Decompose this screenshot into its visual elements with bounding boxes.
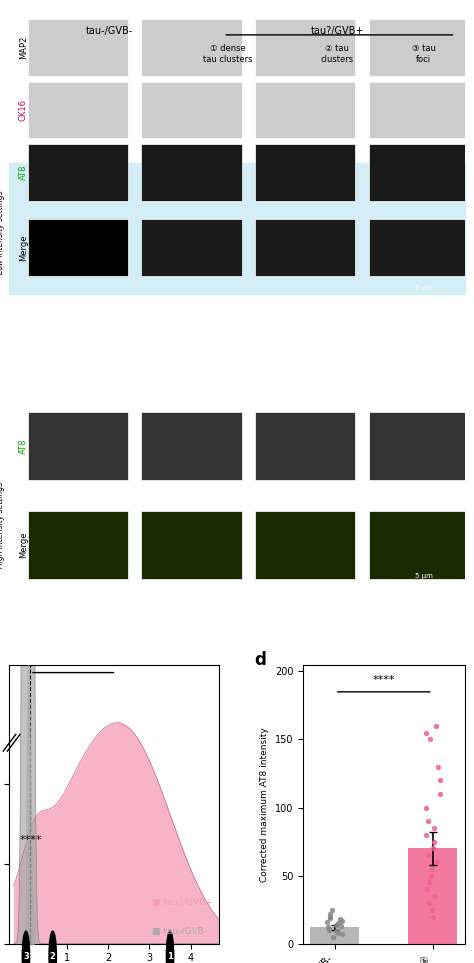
Bar (255, 510, 356, 579)
Point (430, 820, 438, 836)
Point (338, 926, 346, 942)
Text: Low intensity settings: Low intensity settings (0, 190, 5, 273)
Point (426, 874, 433, 890)
Bar (27, 19, 128, 75)
Point (328, 902, 336, 918)
Point (427, 868, 434, 883)
Text: AT8: AT8 (18, 439, 27, 455)
Text: 2: 2 (50, 951, 55, 961)
Y-axis label: Corrected maximum AT8 intensity: Corrected maximum AT8 intensity (260, 727, 269, 881)
Text: AT8: AT8 (18, 165, 27, 180)
Text: 1: 1 (167, 951, 173, 961)
Text: 5 μm: 5 μm (415, 573, 433, 579)
Point (432, 718, 439, 734)
Point (426, 896, 433, 911)
Point (327, 910, 334, 925)
Point (429, 909, 437, 924)
Bar (369, 510, 469, 579)
Bar (141, 144, 242, 200)
Bar (255, 220, 356, 275)
Point (423, 725, 430, 741)
Text: 5 μm: 5 μm (415, 285, 433, 291)
Point (324, 920, 332, 935)
Bar (141, 19, 242, 75)
Bar (369, 19, 469, 75)
Text: Merge: Merge (18, 532, 27, 558)
Circle shape (166, 931, 174, 963)
Point (424, 814, 431, 829)
Text: tau-/GVB-: tau-/GVB- (86, 25, 133, 36)
Bar (408, 848, 457, 944)
Circle shape (49, 931, 56, 963)
Point (338, 913, 346, 928)
Point (337, 919, 344, 934)
Point (326, 909, 334, 924)
Point (329, 929, 337, 945)
Bar (255, 412, 356, 481)
Point (434, 759, 441, 774)
Bar (27, 220, 128, 275)
Point (429, 841, 437, 856)
Text: ****: **** (20, 835, 43, 846)
Point (326, 923, 333, 938)
Text: ■ tau-/GVB-: ■ tau-/GVB- (152, 927, 207, 936)
Point (336, 912, 344, 927)
Text: ■ tau?/GVB+: ■ tau?/GVB+ (152, 898, 212, 907)
Bar (141, 510, 242, 579)
Bar (255, 144, 356, 200)
Point (430, 834, 438, 849)
Point (422, 800, 430, 816)
Bar (255, 82, 356, 138)
Bar (141, 412, 242, 481)
Bar (27, 82, 128, 138)
Bar (141, 82, 242, 138)
Point (324, 914, 331, 929)
Text: ③ tau
foci: ③ tau foci (411, 44, 436, 64)
Bar (27, 412, 128, 481)
Bar (255, 19, 356, 75)
Bar (141, 220, 242, 275)
Point (436, 772, 444, 788)
Bar (9, 163, 465, 295)
Text: tau?/GVB+: tau?/GVB+ (310, 25, 364, 36)
Point (426, 732, 433, 747)
Bar (369, 220, 469, 275)
Point (326, 921, 333, 936)
Point (436, 786, 444, 801)
Bar (27, 144, 128, 200)
Text: MAP2: MAP2 (18, 36, 27, 59)
Point (422, 827, 429, 843)
Text: 3: 3 (23, 951, 29, 961)
Point (431, 889, 438, 904)
Text: d: d (255, 651, 266, 668)
Point (423, 881, 431, 897)
Text: CK16: CK16 (18, 99, 27, 121)
Bar (310, 927, 359, 944)
Text: ① dense
tau clusters: ① dense tau clusters (203, 44, 253, 64)
Point (333, 917, 340, 932)
Point (424, 847, 432, 863)
Point (428, 902, 436, 918)
Point (433, 854, 441, 870)
Point (326, 906, 334, 922)
Circle shape (22, 931, 30, 963)
Bar (369, 412, 469, 481)
Bar (369, 82, 469, 138)
Point (334, 916, 342, 931)
Point (333, 924, 340, 939)
Text: ****: **** (373, 675, 395, 685)
Text: High intensity settings: High intensity settings (0, 482, 5, 568)
Point (428, 861, 436, 876)
Text: ② tau
clusters: ② tau clusters (320, 44, 354, 64)
Bar (27, 510, 128, 579)
Bar (369, 144, 469, 200)
Point (335, 925, 342, 941)
Text: Merge: Merge (18, 234, 27, 261)
